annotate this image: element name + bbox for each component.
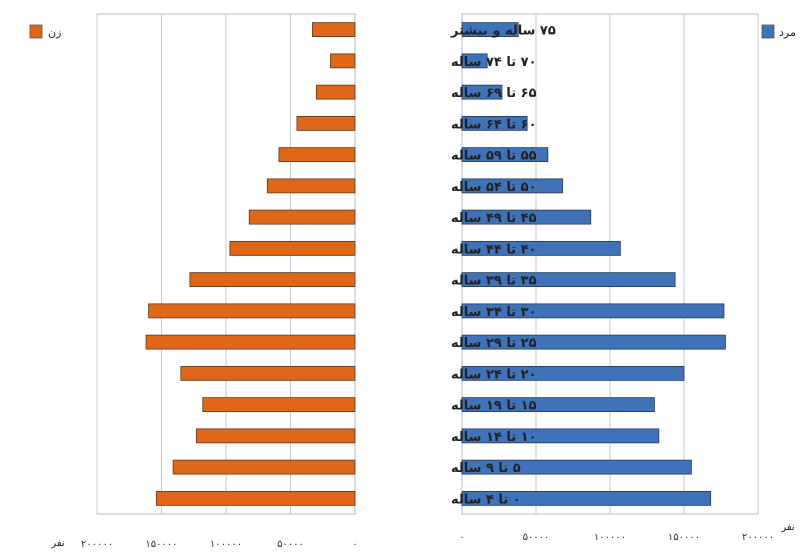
- men-legend: مرد: [761, 24, 796, 39]
- men-bar: [461, 53, 488, 69]
- women-bar: [315, 84, 356, 100]
- women-bar: [189, 272, 356, 288]
- age-group-label: ۷۰ تا ۷۴ ساله: [451, 55, 537, 70]
- age-group-label: ۶۰ تا ۶۴ ساله: [451, 117, 537, 132]
- men-axis-unit: نفر: [780, 522, 794, 533]
- age-group-label: ۲۰ تا ۲۴ ساله: [451, 367, 537, 382]
- women-bar: [202, 397, 356, 413]
- women-bar: [248, 209, 356, 225]
- men-bar: [461, 303, 725, 319]
- age-group-label: ۶۵ تا ۶۹ ساله: [451, 86, 537, 101]
- women-bar: [172, 459, 356, 475]
- men-bar: [461, 84, 503, 100]
- age-group-label: ۵۰ تا ۵۴ ساله: [451, 180, 537, 195]
- women-bar: [330, 53, 356, 69]
- age-group-labels: ۷۵ ساله و بیشتر ۷۰ تا ۷۴ ساله ۶۵ تا ۶۹ سال…: [450, 24, 556, 508]
- age-group-label: ۱۵ تا ۱۹ ساله: [451, 399, 537, 414]
- age-group-label: ۳۰ تا ۳۴ ساله: [451, 305, 537, 320]
- men-bar: [461, 147, 549, 163]
- age-group-label: ۷۵ ساله و بیشتر: [450, 24, 556, 39]
- men-axis-tick-label: ۱۰۰۰۰۰: [594, 532, 626, 543]
- age-group-label: ۳۵ تا ۳۹ ساله: [451, 274, 537, 289]
- men-bars: [461, 22, 726, 506]
- women-bar: [278, 147, 356, 163]
- men-bar: [461, 115, 528, 131]
- women-bars: [145, 22, 356, 506]
- women-axis-tick-label: ۱۵۰۰۰۰: [145, 539, 177, 550]
- women-axis-tick-label: ۵۰۰۰۰: [277, 539, 304, 550]
- women-legend: زن: [29, 24, 61, 39]
- age-group-label: ۲۵ تا ۲۹ ساله: [451, 336, 537, 351]
- age-group-label: ۵۵ تا ۵۹ ساله: [451, 149, 537, 164]
- women-bar: [312, 22, 356, 38]
- men-axis-tick-label: ۱۵۰۰۰۰: [668, 532, 700, 543]
- women-axis-tick-label: ۱۰۰۰۰۰: [210, 539, 242, 550]
- women-legend-swatch: [29, 24, 43, 39]
- women-bar: [148, 303, 356, 319]
- men-bar: [461, 365, 685, 381]
- men-bar: [461, 22, 519, 38]
- women-bar: [296, 115, 356, 131]
- men-bar: [461, 209, 592, 225]
- men-legend-swatch: [761, 24, 775, 39]
- men-bar: [461, 397, 655, 413]
- men-bar: [461, 178, 564, 194]
- men-axis-tick-label: ۰: [459, 532, 464, 543]
- men-legend-label: مرد: [779, 26, 796, 39]
- women-bar: [266, 178, 356, 194]
- women-axis-ticks: ۲۰۰۰۰۰ ۱۵۰۰۰۰ ۱۰۰۰۰۰ ۵۰۰۰۰ ۰: [81, 539, 358, 550]
- age-group-label: ۴۵ تا ۴۹ ساله: [451, 211, 537, 226]
- age-group-label: ۰ تا ۴ ساله: [451, 492, 521, 507]
- age-group-label: ۴۰ تا ۴۴ ساله: [451, 242, 537, 257]
- age-group-label: ۵ تا ۹ ساله: [451, 461, 521, 476]
- women-bar: [229, 240, 356, 256]
- men-axis-tick-label: ۲۰۰۰۰۰: [742, 532, 774, 543]
- women-bar: [155, 490, 356, 506]
- men-bar: [461, 428, 660, 444]
- men-bar: [461, 272, 676, 288]
- women-axis-tick-label: ۲۰۰۰۰۰: [81, 539, 113, 550]
- men-bar: [461, 240, 621, 256]
- men-bar: [461, 334, 726, 350]
- women-bar: [180, 365, 356, 381]
- women-bar: [145, 334, 356, 350]
- women-axis-unit: نفر: [50, 538, 64, 549]
- men-bar: [461, 490, 712, 506]
- men-axis-tick-label: ۵۰۰۰۰: [523, 532, 550, 543]
- age-group-label: ۱۰ تا ۱۴ ساله: [451, 430, 537, 445]
- women-axis-tick-label: ۰: [352, 539, 357, 550]
- women-bar: [195, 428, 356, 444]
- men-axis-ticks: ۰ ۵۰۰۰۰ ۱۰۰۰۰۰ ۱۵۰۰۰۰ ۲۰۰۰۰۰: [459, 532, 774, 543]
- men-bar: [461, 459, 692, 475]
- women-legend-label: زن: [48, 26, 61, 39]
